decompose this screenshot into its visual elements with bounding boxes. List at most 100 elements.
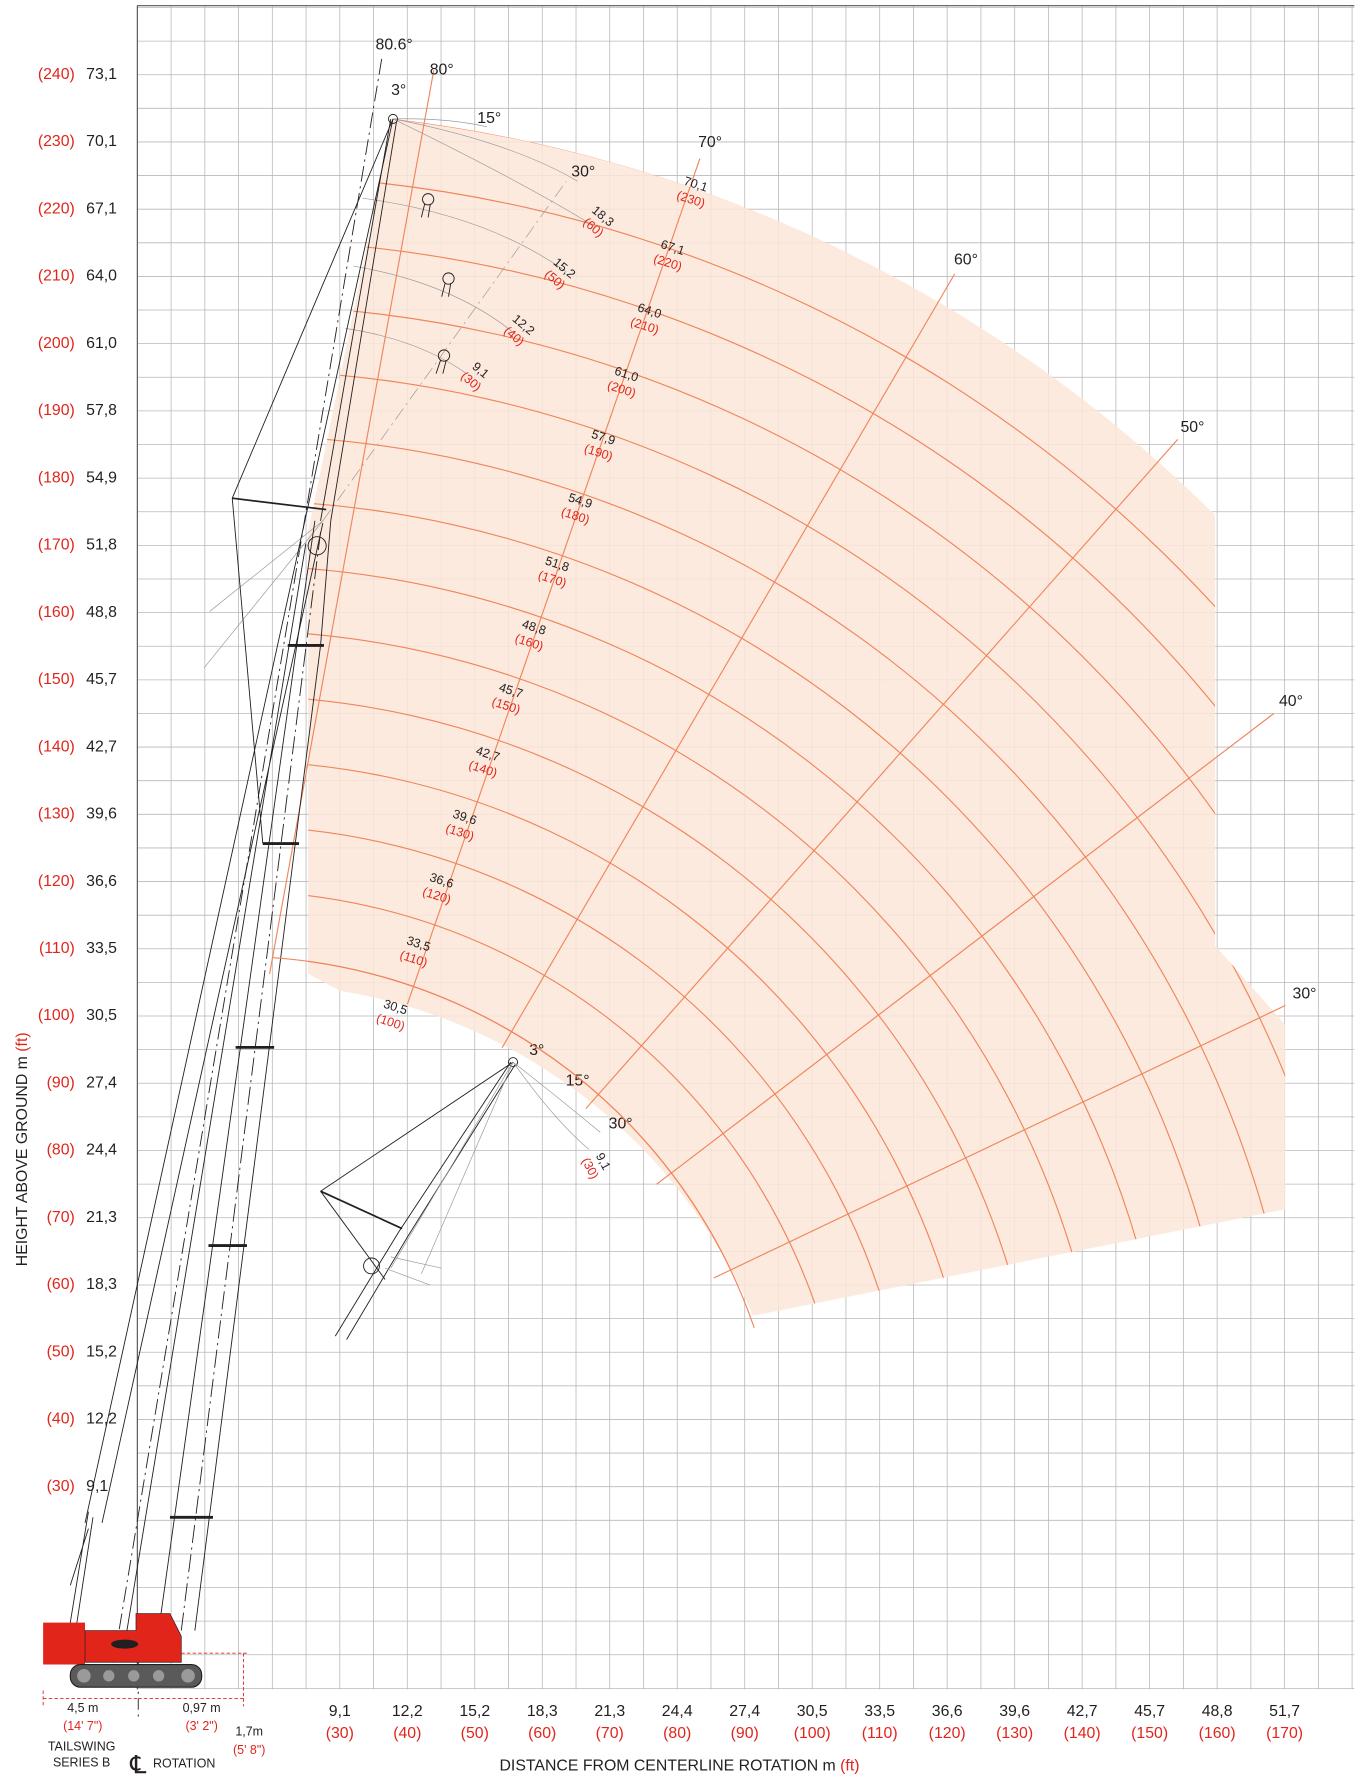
dimension-line: [42, 1652, 250, 1707]
y-tick-label-ft: (90): [47, 1074, 75, 1091]
x-tick-label: 30,5: [797, 1703, 828, 1720]
tailswing-label: SERIES B: [53, 1755, 110, 1769]
working-range: [308, 118, 1286, 1316]
y-tick-label-ft: (40): [47, 1411, 75, 1428]
angle-label: 80.6°: [376, 36, 413, 53]
y-tick-label: 30,5: [86, 1007, 117, 1024]
y-tick-label: 33,5: [86, 940, 117, 957]
boom-length-arc: [308, 760, 978, 1316]
lower-boom: [334, 1231, 409, 1340]
x-tick-label: 42,7: [1067, 1703, 1098, 1720]
jib-arc: [362, 197, 567, 273]
hook: [422, 193, 435, 206]
dimension-label: 0,97 m: [183, 1701, 221, 1715]
x-tick-label-ft: (160): [1199, 1725, 1236, 1742]
y-tick-label-ft: (220): [38, 200, 75, 217]
angle-line: [501, 273, 956, 1049]
angle-label: 40°: [1279, 693, 1303, 710]
sheave: [307, 536, 327, 556]
hook: [437, 349, 451, 362]
x-tick-label: 24,4: [662, 1703, 693, 1720]
pendant: [84, 118, 394, 1631]
boom-axis: [180, 532, 322, 1631]
boom-length-arc: [271, 957, 755, 1328]
dimensions: 4,5 m (14' 7") TAILSWING SERIES B 0,97 m…: [48, 1701, 266, 1779]
y-tick-label: 67,1: [86, 200, 117, 217]
rope: [384, 1256, 442, 1286]
x-tick-label-ft: (90): [731, 1725, 759, 1742]
x-tick-label-ft: (30): [326, 1725, 354, 1742]
angle-lines: [406, 158, 1286, 1279]
jib-line: [322, 180, 567, 522]
jib-arc: [345, 328, 467, 374]
x-tick-label-ft: (100): [794, 1725, 831, 1742]
x-tick-label-ft: (120): [929, 1725, 966, 1742]
dimension-label: 4,5 m: [67, 1701, 98, 1715]
rope: [209, 520, 324, 612]
y-tick-label: 48,8: [86, 604, 117, 621]
jib-angle-line: [392, 118, 578, 182]
y-tick-label: 54,9: [86, 469, 117, 486]
y-tick-label: 51,8: [86, 537, 117, 554]
x-tick-label: 45,7: [1134, 1703, 1165, 1720]
mast: [67, 1511, 94, 1637]
y-tick-label-ft: (210): [38, 268, 75, 285]
x-tick-label-ft: (70): [596, 1725, 624, 1742]
y-tick-label: 57,8: [86, 402, 117, 419]
dimension-label: (14' 7"): [63, 1719, 102, 1733]
y-tick-label: 61,0: [86, 335, 117, 352]
x-tick-label: 21,3: [594, 1703, 625, 1720]
boom-length-arc: [308, 630, 1108, 1316]
rotation-label: ROTATION: [153, 1756, 215, 1770]
y-tick-label-ft: (120): [38, 873, 75, 890]
x-tick-label: 9,1: [329, 1703, 351, 1720]
angle-line: [713, 1004, 1286, 1279]
angle-line: [656, 712, 1275, 1185]
y-tick-label-ft: (60): [47, 1276, 75, 1293]
angle-label: 50°: [1180, 419, 1204, 436]
pendant: [320, 1061, 514, 1280]
y-tick-label-ft: (190): [38, 402, 75, 419]
y-axis-title-unit: (ft): [14, 1032, 31, 1051]
angle-label: 30°: [1293, 985, 1317, 1002]
logo: [111, 1639, 139, 1649]
labels: (240) 73,1 (230) 70,1 (220) 67,1 (210) 64,0 (200…: [38, 66, 1303, 1742]
x-tick-label-ft: (60): [528, 1725, 556, 1742]
sheave: [363, 1257, 380, 1275]
rope: [203, 520, 324, 669]
angle-line: [269, 70, 435, 974]
tailswing-label: TAILSWING: [48, 1739, 116, 1753]
x-tick-label-ft: (140): [1064, 1725, 1101, 1742]
jib-strut: [320, 1190, 403, 1230]
x-tick-label: 12,2: [392, 1703, 423, 1720]
boom-length-arc: [308, 825, 913, 1316]
x-tick-label-ft: (170): [1266, 1725, 1303, 1742]
lower-jib: [398, 1061, 516, 1237]
x-tick-label: 51,7: [1269, 1703, 1300, 1720]
y-tick-label: 36,6: [86, 873, 117, 890]
dimension-label: (5' 8"): [233, 1743, 265, 1757]
y-tick-label: 73,1: [86, 66, 117, 83]
x-tick-label-ft: (130): [996, 1725, 1033, 1742]
y-tick-label-ft: (130): [38, 806, 75, 823]
y-tick-label-ft: (230): [38, 133, 75, 150]
y-tick-label-ft: (30): [47, 1478, 75, 1495]
hook: [441, 282, 452, 297]
jib-tip: [388, 113, 399, 124]
boom-length-arc: [308, 499, 1237, 1316]
dimension-label: 1,7m: [235, 1725, 263, 1739]
x-tick-label-ft: (80): [663, 1725, 691, 1742]
track-rollers: [77, 1669, 195, 1683]
y-tick-label-ft: (160): [38, 604, 75, 621]
y-tick-label-ft: (200): [38, 335, 75, 352]
angle-label: 80°: [430, 61, 454, 78]
y-tick-label-ft: (80): [47, 1142, 75, 1159]
main-boom: [158, 520, 332, 1631]
counterweight: [43, 1622, 86, 1665]
y-tick-label: 70,1: [86, 133, 117, 150]
y-tick-label: 45,7: [86, 671, 117, 688]
y-tick-label-ft: (50): [47, 1343, 75, 1360]
y-tick-label: 42,7: [86, 738, 117, 755]
hook: [435, 359, 447, 374]
x-tick-label-ft: (110): [862, 1725, 898, 1742]
